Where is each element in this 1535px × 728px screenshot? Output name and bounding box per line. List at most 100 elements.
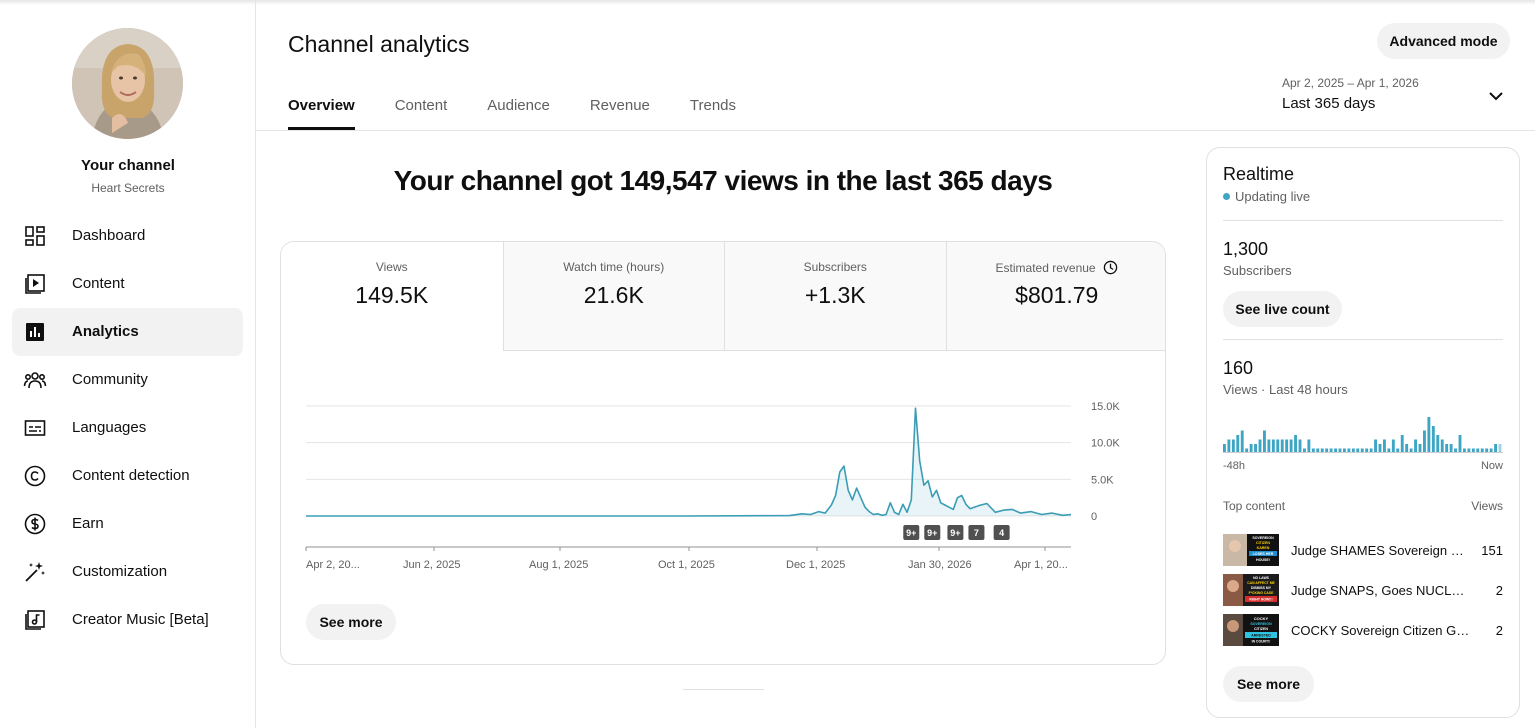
music-icon: [25, 610, 45, 630]
thumbnail-text: ARRESTED: [1251, 634, 1271, 638]
metric-value: $801.79: [1015, 282, 1099, 308]
realtime-bar: [1351, 448, 1355, 453]
realtime-bar: [1254, 444, 1257, 453]
sidebar-item-creator-music[interactable]: Creator Music [Beta]: [12, 596, 243, 644]
video-marker: [947, 525, 964, 540]
top-content-row[interactable]: NO LAWS CAN AFFECT ME DISMISS MY F*CKING…: [1223, 574, 1503, 606]
axis-start-label: -48h: [1223, 460, 1246, 472]
metric-watch-time[interactable]: Watch time (hours) 21.6K: [502, 242, 724, 351]
tab-content[interactable]: Content: [394, 97, 448, 114]
channel-avatar[interactable]: [72, 28, 183, 139]
y-tick-label: 15.0K: [1091, 401, 1120, 413]
realtime-bar: [1294, 435, 1297, 453]
analytics-tabs: Overview Content Audience Revenue Trends: [288, 97, 776, 131]
realtime-bar: [1231, 439, 1235, 453]
realtime-bar: [1458, 435, 1462, 453]
sidebar-item-earn[interactable]: Earn: [12, 500, 243, 548]
sidebar-item-dashboard[interactable]: Dashboard: [12, 212, 243, 260]
thumbnail-text: SOVEREIGN: [1250, 622, 1272, 626]
video-views: 2: [1495, 583, 1503, 598]
thumbnail-text: COCKY: [1254, 616, 1269, 621]
tab-trends[interactable]: Trends: [689, 97, 737, 114]
tab-overview[interactable]: Overview: [288, 97, 355, 131]
video-title: Judge SNAPS, Goes NUCLEAR on Sovereign: [1291, 583, 1471, 598]
metric-subscribers[interactable]: Subscribers +1.3K: [724, 242, 946, 351]
thumbnail-text: NO LAWS: [1253, 576, 1270, 580]
see-more-button[interactable]: See more: [306, 604, 396, 640]
realtime-bar: [1285, 439, 1289, 453]
see-more-realtime-button[interactable]: See more: [1223, 666, 1314, 702]
video-marker-label: 9+: [906, 528, 916, 538]
dashboard-icon: [25, 226, 45, 246]
realtime-bar: [1454, 448, 1457, 453]
realtime-bar: [1227, 439, 1231, 453]
series-line: [306, 407, 1072, 517]
sidebar-item-analytics[interactable]: Analytics: [12, 308, 243, 356]
realtime-bar: [1431, 426, 1435, 453]
video-marker: [924, 525, 941, 540]
date-range-text[interactable]: Apr 2, 2025 – Apr 1, 2026: [1282, 76, 1419, 90]
metric-label: Estimated revenue: [947, 260, 1166, 275]
dollar-icon: [24, 513, 46, 535]
tab-revenue[interactable]: Revenue: [589, 97, 650, 114]
realtime-bar: [1400, 435, 1404, 453]
series-area: [306, 408, 1071, 516]
views-48h-count: 160: [1223, 358, 1254, 378]
chevron-down-icon[interactable]: [1486, 86, 1506, 106]
video-title: Judge SHAMES Sovereign Citizen Karen: [1291, 543, 1471, 558]
realtime-bar: [1307, 439, 1311, 453]
metric-views[interactable]: Views 149.5K: [281, 242, 503, 351]
x-tick-label: Aug 1, 2025: [529, 559, 588, 571]
advanced-mode-button[interactable]: Advanced mode: [1377, 23, 1510, 59]
realtime-title: Realtime: [1223, 164, 1295, 184]
realtime-bar: [1325, 448, 1329, 453]
sidebar-item-content[interactable]: Content: [12, 260, 243, 308]
top-content-row[interactable]: SOVEREIGN CITIZEN KAREN LOSES HER HOUSE!…: [1223, 534, 1503, 566]
top-content-row[interactable]: COCKY SOVEREIGN CITIZEN ARRESTED IN COUR…: [1223, 614, 1503, 646]
sidebar-item-label: Customization: [72, 563, 168, 580]
sidebar-item-label: Earn: [72, 515, 104, 532]
y-tick-label: 0: [1091, 511, 1097, 523]
sidebar-item-label: Content: [72, 275, 125, 292]
realtime-bar: [1378, 444, 1382, 453]
thumbnail-text: F*CKING CASE: [1249, 591, 1274, 595]
realtime-bar: [1427, 417, 1431, 453]
divider: [1223, 339, 1503, 340]
see-live-count-button[interactable]: See live count: [1223, 291, 1342, 327]
thumbnail-text: CAN AFFECT ME: [1247, 581, 1275, 585]
realtime-bar: [1334, 448, 1337, 453]
sidebar-item-content-detection[interactable]: Content detection: [12, 452, 243, 500]
realtime-bar-chart[interactable]: [1223, 413, 1503, 453]
realtime-bar: [1440, 439, 1444, 453]
realtime-bar: [1409, 448, 1413, 453]
views-line-chart[interactable]: 15.0K 10.0K 5.0K 0 Apr 2, 20... Jun 2, 2025 Au…: [281, 352, 1166, 592]
realtime-bar: [1236, 435, 1240, 453]
realtime-bar: [1223, 444, 1226, 453]
sidebar-nav: Dashboard Content Analytics Community La…: [12, 212, 243, 644]
metric-estimated-revenue[interactable]: Estimated revenue $801.79: [945, 242, 1166, 351]
sidebar-item-customization[interactable]: Customization: [12, 548, 243, 596]
sidebar-item-community[interactable]: Community: [12, 356, 243, 404]
video-marker-label: 9+: [950, 528, 960, 538]
thumbnail-text: LOSES HER: [1253, 552, 1274, 556]
metric-label-text: Estimated revenue: [995, 261, 1096, 275]
views-headline: Your channel got 149,547 views in the la…: [393, 165, 1053, 196]
tab-audience[interactable]: Audience: [487, 97, 550, 114]
metric-label: Subscribers: [803, 260, 867, 274]
metric-label: Views: [375, 260, 408, 274]
realtime-bar: [1396, 448, 1400, 453]
realtime-bar: [1289, 439, 1293, 453]
realtime-bar: [1374, 439, 1377, 453]
top-shadow: [0, 0, 1535, 5]
video-title: COCKY Sovereign Citizen Gets Arrested: [1291, 623, 1471, 638]
realtime-status: Updating live: [1223, 189, 1310, 204]
community-icon: [23, 372, 47, 389]
realtime-bar: [1485, 448, 1489, 453]
sidebar-item-languages[interactable]: Languages: [12, 404, 243, 452]
realtime-status-text: Updating live: [1235, 189, 1311, 204]
realtime-bar: [1280, 439, 1284, 453]
realtime-bar: [1418, 444, 1422, 453]
metric-value: 21.6K: [583, 282, 644, 308]
realtime-bar: [1320, 448, 1324, 453]
date-range-label[interactable]: Last 365 days: [1282, 95, 1376, 112]
